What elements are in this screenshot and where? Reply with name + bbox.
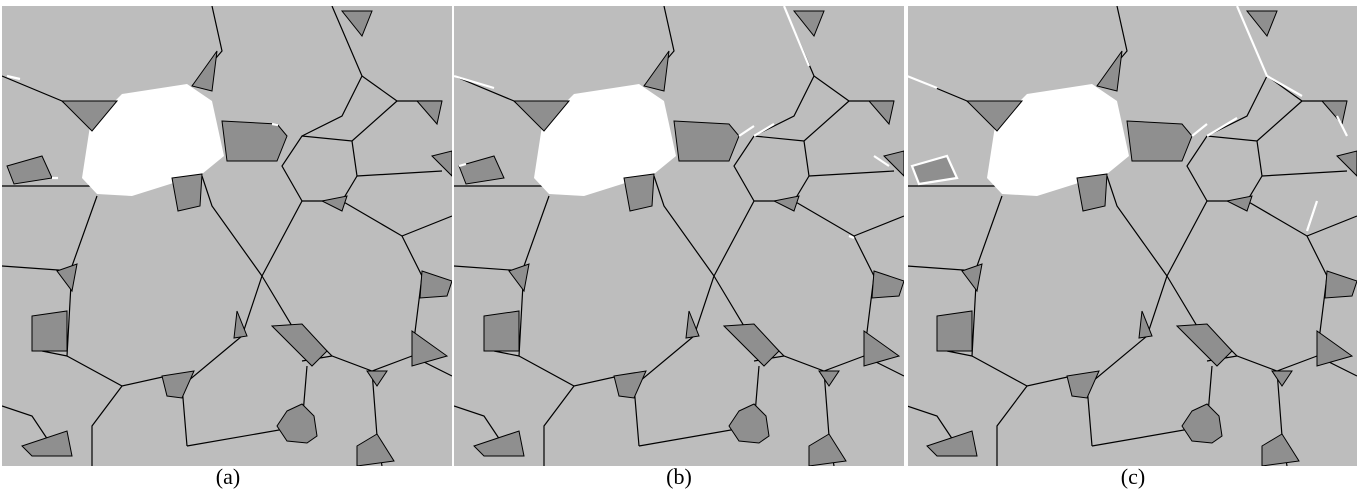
panel-a [2, 6, 452, 466]
panel-label: (c) [1121, 464, 1145, 489]
panel-label: (a) [216, 464, 240, 489]
panel-b [454, 6, 904, 466]
panel-c [907, 6, 1357, 466]
panel-label: (b) [666, 464, 692, 489]
